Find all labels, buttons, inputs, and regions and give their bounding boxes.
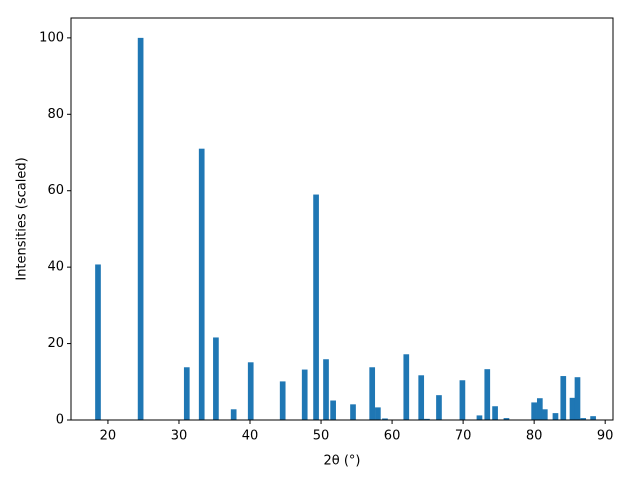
x-tick-label: 20 — [100, 429, 117, 444]
bar — [369, 367, 376, 420]
x-tick-label: 90 — [597, 429, 614, 444]
bar — [330, 400, 336, 420]
x-tick-label: 30 — [171, 429, 188, 444]
bar — [424, 418, 430, 420]
bar — [230, 409, 237, 420]
x-tick-label: 60 — [384, 429, 401, 444]
bar — [350, 404, 356, 420]
x-tick-label: 70 — [455, 429, 472, 444]
bar — [541, 409, 548, 420]
bar — [459, 380, 466, 420]
bar — [476, 415, 483, 420]
x-axis-label: 2θ (°) — [323, 454, 360, 469]
bar — [95, 264, 101, 420]
x-tick-label: 80 — [526, 429, 543, 444]
bar — [375, 407, 381, 420]
bar — [418, 375, 425, 420]
y-tick-label: 100 — [39, 30, 64, 45]
x-tick-label: 40 — [242, 429, 259, 444]
bar — [560, 376, 567, 420]
bar — [552, 413, 559, 420]
bar — [580, 418, 587, 420]
bar — [436, 395, 442, 420]
bar — [198, 148, 205, 420]
x-tick-label: 50 — [313, 429, 330, 444]
y-tick-label: 60 — [47, 183, 64, 198]
bar — [247, 362, 254, 420]
y-tick-label: 40 — [47, 260, 64, 275]
bar — [137, 37, 144, 420]
y-tick-label: 80 — [47, 107, 64, 122]
plot-frame — [70, 17, 614, 421]
y-tick-label: 20 — [47, 336, 64, 351]
bar — [590, 416, 596, 420]
bar — [183, 367, 190, 420]
bar — [382, 418, 388, 420]
bar — [313, 194, 319, 420]
bar — [301, 369, 308, 420]
bar — [492, 406, 498, 420]
bar — [531, 402, 537, 420]
bar — [323, 359, 329, 420]
bar — [213, 337, 219, 420]
y-tick-label: 0 — [56, 413, 64, 428]
bar — [536, 398, 543, 420]
bar — [279, 381, 286, 420]
bar — [403, 354, 410, 420]
bar — [574, 377, 581, 420]
bar — [569, 397, 576, 420]
y-axis-label: Intensities (scaled) — [15, 157, 30, 280]
bar — [484, 369, 491, 420]
bar — [503, 418, 510, 420]
